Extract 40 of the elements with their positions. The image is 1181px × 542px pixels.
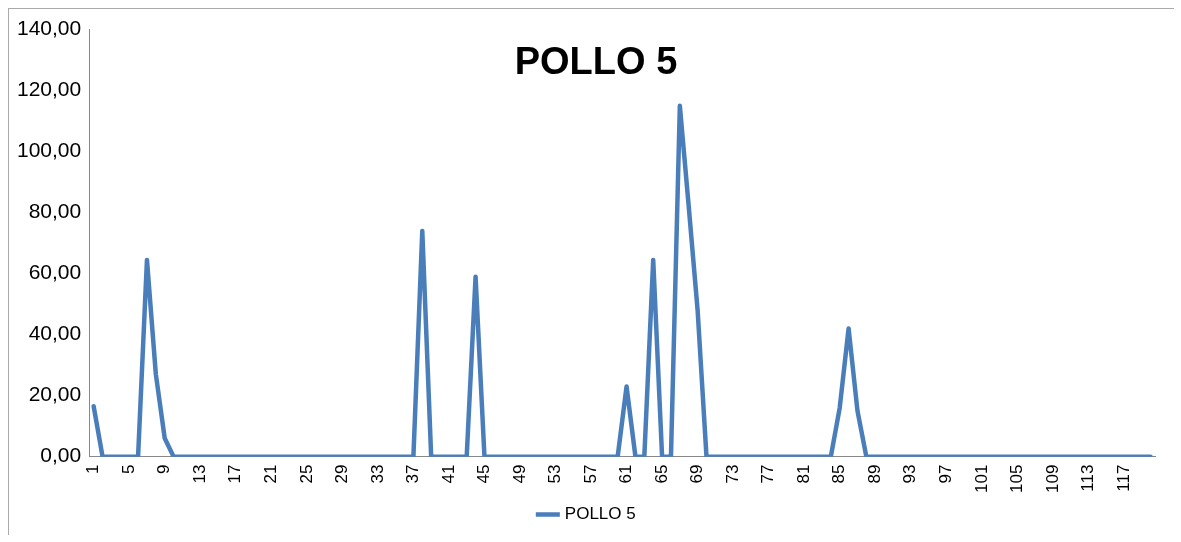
x-tick-label: 41: [438, 464, 458, 484]
x-tick-label: 37: [403, 464, 423, 484]
x-tick-label: 9: [154, 464, 174, 475]
x-tick-label: 1: [83, 464, 103, 475]
x-tick-label: 85: [829, 464, 849, 484]
x-tick-label: 45: [474, 464, 494, 484]
x-tick-label: 53: [545, 464, 565, 484]
legend-label: POLLO 5: [564, 504, 636, 524]
x-tick-label: 117: [1113, 464, 1133, 492]
x-tick-label: 49: [509, 464, 529, 484]
x-tick-label: 93: [900, 464, 920, 484]
x-tick-label: 97: [935, 464, 955, 484]
x-tick-label: 21: [260, 464, 280, 484]
y-tick-label: 120,00: [17, 77, 82, 101]
x-tick-label: 113: [1078, 464, 1098, 492]
y-tick-label: 40,00: [28, 321, 82, 345]
x-tick-label: 33: [367, 464, 387, 484]
y-tick-label: 60,00: [28, 260, 82, 284]
chart-title: POLLO 5: [514, 40, 678, 83]
x-tick-label: 5: [118, 464, 138, 475]
x-tick-label: 81: [793, 464, 813, 484]
x-tick-label: 73: [722, 464, 742, 484]
x-tick-label: 57: [580, 464, 600, 484]
x-tick-label: 69: [687, 464, 707, 484]
x-tick-label: 65: [651, 464, 671, 484]
x-tick-label: 101: [971, 464, 991, 494]
x-tick-label: 105: [1007, 464, 1027, 494]
y-tick-label: 0,00: [40, 443, 82, 467]
x-tick-label: 77: [758, 464, 778, 484]
y-tick-label: 140,00: [17, 16, 82, 40]
x-tick-label: 61: [616, 464, 636, 484]
y-tick-label: 80,00: [28, 199, 82, 223]
y-tick-label: 100,00: [17, 138, 82, 162]
x-tick-label: 17: [225, 464, 245, 484]
x-tick-label: 25: [296, 464, 316, 484]
x-tick-label: 29: [332, 464, 352, 484]
x-tick-label: 89: [864, 464, 884, 484]
x-tick-label: 13: [189, 464, 209, 484]
x-tick-label: 109: [1042, 464, 1062, 494]
y-tick-label: 20,00: [28, 382, 82, 406]
